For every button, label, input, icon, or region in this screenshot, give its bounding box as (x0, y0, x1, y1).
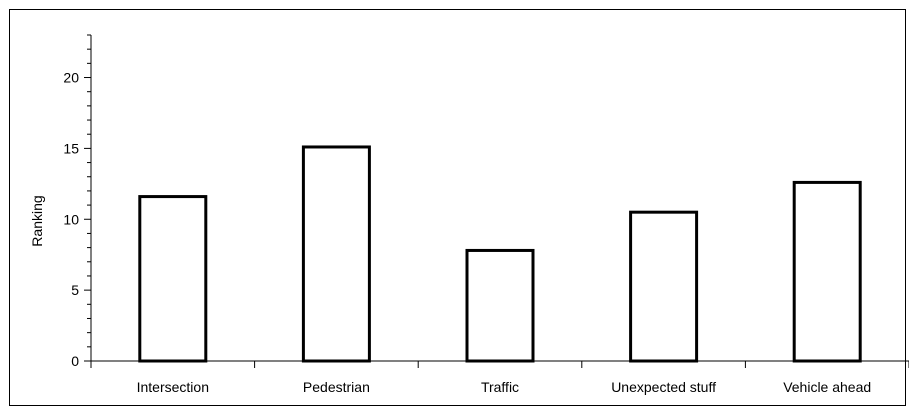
y-tick-label: 10 (63, 211, 79, 227)
y-axis: 0 5 10 15 20 (63, 34, 92, 369)
x-axis: Intersection Pedestrian Traffic Unexpected … (90, 360, 909, 395)
y-tick-label: 5 (71, 282, 79, 298)
bar-traffic (465, 248, 535, 363)
x-tick-label: Intersection (137, 379, 209, 395)
x-tick-label: Pedestrian (303, 379, 370, 395)
x-tick-label: Unexpected stuff (611, 379, 716, 395)
x-tick-label: Vehicle ahead (783, 379, 871, 395)
y-tick-label: 0 (71, 353, 79, 369)
y-tick-label: 15 (63, 140, 79, 156)
x-tick-label: Traffic (481, 379, 519, 395)
bars (138, 145, 862, 363)
bar-intersection (138, 195, 208, 363)
bar-unexpected-stuff (629, 210, 699, 363)
y-axis-title: Ranking (29, 195, 45, 246)
bar-pedestrian (301, 145, 371, 363)
bar-vehicle-ahead (792, 180, 862, 363)
y-tick-label: 20 (63, 70, 79, 86)
